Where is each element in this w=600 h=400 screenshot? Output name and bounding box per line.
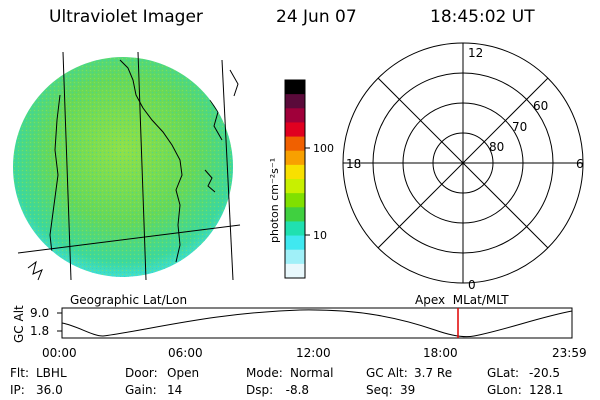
colorbar-segment	[285, 80, 305, 95]
xtick-2359: 23:59	[552, 346, 587, 360]
date-label: 24 Jun 07	[276, 7, 357, 27]
altitude-ylabel: GC Alt	[12, 305, 26, 343]
colorbar-segment	[285, 122, 305, 138]
meridian-line	[62, 51, 72, 281]
meridian-line	[221, 59, 234, 281]
xtick-0000: 00:00	[42, 346, 77, 360]
status-dsp-value: -8.8	[278, 383, 310, 397]
colorbar-segment	[285, 150, 305, 166]
status-flt-value: LBHL	[36, 366, 67, 380]
status-door-value: Open	[167, 366, 200, 380]
colorbar-tick-label-100: 100	[313, 142, 334, 155]
polar-diagonal-2	[377, 77, 549, 249]
colorbar-unit-label: photon cm⁻²s⁻¹	[268, 158, 281, 243]
colorbar-frame	[284, 79, 306, 279]
apex-caption: Apex MLat/MLT	[415, 293, 509, 307]
mlat-label-60: 60	[533, 99, 548, 113]
altitude-ytick-9: 9.0	[30, 306, 50, 320]
colorbar-segment	[285, 207, 305, 223]
status-gcalt-label: GC Alt:	[366, 366, 408, 380]
meridian-line	[137, 51, 147, 281]
mlt-label-0: 0	[468, 278, 476, 292]
xtick-1200: 12:00	[296, 346, 331, 360]
status-seq-value: 39	[400, 383, 416, 397]
geographic-caption: Geographic Lat/Lon	[70, 293, 188, 307]
colorbar: 100 10 photon cm⁻²s⁻¹	[268, 79, 334, 279]
colorbar-segment	[285, 193, 305, 208]
parallel-line	[17, 224, 241, 254]
mlt-label-18: 18	[346, 157, 361, 171]
polar-plot	[342, 42, 584, 284]
altitude-panel-frame	[61, 307, 573, 339]
coastline-island	[204, 169, 216, 193]
colorbar-segment	[285, 108, 305, 124]
mlat-label-70: 70	[512, 120, 527, 134]
coastline-northeast	[229, 69, 239, 97]
colorbar-segment	[285, 221, 305, 237]
coastline-central	[119, 59, 183, 263]
status-dsp-label: Dsp:	[246, 383, 274, 397]
colorbar-segment	[285, 94, 305, 109]
status-flt-label: Flt:	[10, 366, 29, 380]
status-door-label: Door:	[125, 366, 158, 380]
lat-lon-grid	[17, 51, 241, 281]
status-glat-value: -20.5	[529, 366, 561, 380]
colorbar-segment	[285, 235, 305, 251]
colorbar-segment	[285, 164, 305, 180]
time-label: 18:45:02 UT	[430, 7, 535, 27]
status-glon-value: 128.1	[529, 383, 564, 397]
mlat-label-80: 80	[489, 140, 504, 154]
status-seq-label: Seq:	[366, 383, 393, 397]
status-gcalt-value: 3.7 Re	[414, 366, 453, 380]
colorbar-segment	[285, 136, 305, 152]
altitude-ytick-1.8: 1.8	[30, 324, 50, 338]
coastline-east	[209, 99, 223, 141]
mlt-label-6: 6	[576, 157, 584, 171]
earth-image	[13, 57, 233, 277]
coastline-southwest	[27, 260, 43, 281]
altitude-curve	[61, 309, 573, 338]
status-ip-label: IP:	[10, 383, 25, 397]
status-ip-value: 36.0	[36, 383, 63, 397]
altitude-panel	[57, 307, 573, 339]
status-gain-label: Gain:	[125, 383, 157, 397]
coastline-west	[49, 94, 61, 263]
xtick-0600: 06:00	[168, 346, 203, 360]
outer-coastlines	[27, 69, 239, 281]
colorbar-segment	[285, 179, 305, 194]
status-glon-label: GLon:	[487, 383, 522, 397]
status-glat-label: GLat:	[487, 366, 520, 380]
mlt-label-12: 12	[468, 46, 483, 60]
status-gain-value: 14	[167, 383, 183, 397]
status-mode-label: Mode:	[246, 366, 283, 380]
status-mode-value: Normal	[290, 366, 334, 380]
instrument-title: Ultraviolet Imager	[49, 7, 203, 27]
colorbar-segment	[285, 249, 305, 265]
xtick-1800: 18:00	[423, 346, 458, 360]
colorbar-tick-label-10: 10	[313, 229, 327, 242]
colorbar-segment	[285, 263, 305, 279]
